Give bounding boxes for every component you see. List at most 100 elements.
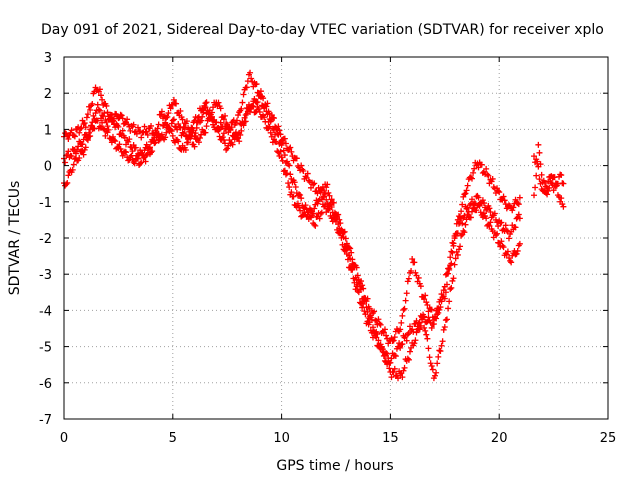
axis-ticks: 0 5 10 15 20 25 -7 -6 -5 -4 -3 -2 -1 0 1 2 3	[39, 51, 616, 446]
data-point	[281, 135, 288, 142]
data-point	[194, 115, 201, 122]
data-point	[397, 344, 404, 351]
data-point	[80, 121, 87, 128]
data-point	[296, 204, 303, 211]
data-point	[173, 100, 180, 107]
data-point	[248, 75, 255, 82]
y-tick-label: 2	[44, 87, 52, 102]
data-point	[202, 129, 209, 136]
data-point	[125, 138, 132, 145]
data-point	[473, 207, 480, 214]
data-point	[410, 328, 417, 335]
data-point	[80, 151, 87, 158]
data-point	[447, 254, 454, 261]
data-point	[360, 300, 367, 307]
data-point	[390, 369, 397, 376]
data-point	[458, 232, 465, 239]
data-point	[364, 295, 371, 302]
data-point	[560, 203, 567, 210]
data-point	[65, 148, 72, 155]
data-point	[450, 242, 457, 249]
data-point	[62, 159, 69, 166]
data-point	[373, 334, 380, 341]
data-point	[278, 154, 285, 161]
data-point	[342, 235, 349, 242]
data-point	[214, 125, 221, 132]
data-point	[264, 111, 271, 118]
data-point	[275, 123, 282, 130]
data-point	[89, 100, 96, 107]
data-point	[138, 159, 145, 166]
data-point	[233, 135, 240, 142]
data-point	[197, 134, 203, 141]
data-point	[337, 220, 344, 227]
data-point	[406, 323, 413, 330]
data-point	[531, 153, 538, 160]
data-point	[388, 374, 395, 381]
data-point	[297, 191, 304, 198]
data-point	[542, 189, 549, 196]
data-point	[111, 115, 118, 122]
data-point	[422, 292, 429, 299]
data-point	[144, 131, 151, 138]
data-point	[445, 305, 452, 312]
data-point	[371, 308, 378, 315]
data-point	[510, 204, 517, 211]
data-point	[437, 304, 444, 311]
data-point	[170, 116, 177, 123]
data-point	[358, 278, 365, 285]
data-point	[291, 179, 298, 186]
data-point	[383, 332, 390, 339]
data-point	[428, 324, 435, 331]
data-point	[152, 129, 159, 136]
data-point	[381, 326, 388, 333]
data-point	[104, 123, 111, 130]
data-point	[200, 109, 207, 116]
data-point	[145, 145, 152, 152]
data-point	[257, 94, 264, 101]
data-point	[508, 259, 515, 266]
data-point	[255, 105, 262, 112]
data-point	[380, 329, 387, 336]
data-point	[361, 308, 368, 315]
data-point	[92, 110, 99, 117]
data-point	[347, 245, 354, 252]
data-point	[217, 119, 224, 126]
data-point	[339, 241, 346, 248]
data-point	[412, 269, 419, 276]
data-point	[119, 115, 126, 122]
data-point	[94, 101, 101, 108]
data-point	[163, 114, 170, 121]
data-point	[465, 208, 472, 215]
data-point	[233, 117, 240, 124]
data-point	[429, 366, 436, 373]
data-point	[470, 169, 477, 176]
data-point	[438, 298, 445, 305]
data-point	[538, 171, 545, 178]
data-point	[442, 289, 449, 296]
data-point	[340, 229, 347, 236]
data-point	[183, 118, 190, 125]
data-point	[235, 112, 242, 119]
data-point	[326, 192, 333, 199]
data-point	[277, 148, 284, 155]
data-point	[406, 348, 413, 355]
data-point	[132, 144, 139, 151]
data-point	[502, 222, 509, 229]
data-point	[316, 215, 323, 222]
data-point	[210, 117, 217, 124]
data-point	[273, 126, 280, 133]
y-tick-label: 1	[44, 123, 52, 138]
data-point	[131, 160, 138, 167]
x-tick-label: 0	[60, 431, 68, 446]
data-point	[100, 113, 107, 120]
data-point	[128, 152, 135, 159]
data-point	[292, 183, 299, 190]
series-track-2	[61, 91, 523, 382]
data-point	[333, 218, 339, 225]
data-point	[535, 141, 542, 148]
data-point	[126, 136, 133, 143]
data-point	[124, 116, 131, 123]
data-point	[426, 354, 433, 361]
data-point	[97, 92, 104, 99]
